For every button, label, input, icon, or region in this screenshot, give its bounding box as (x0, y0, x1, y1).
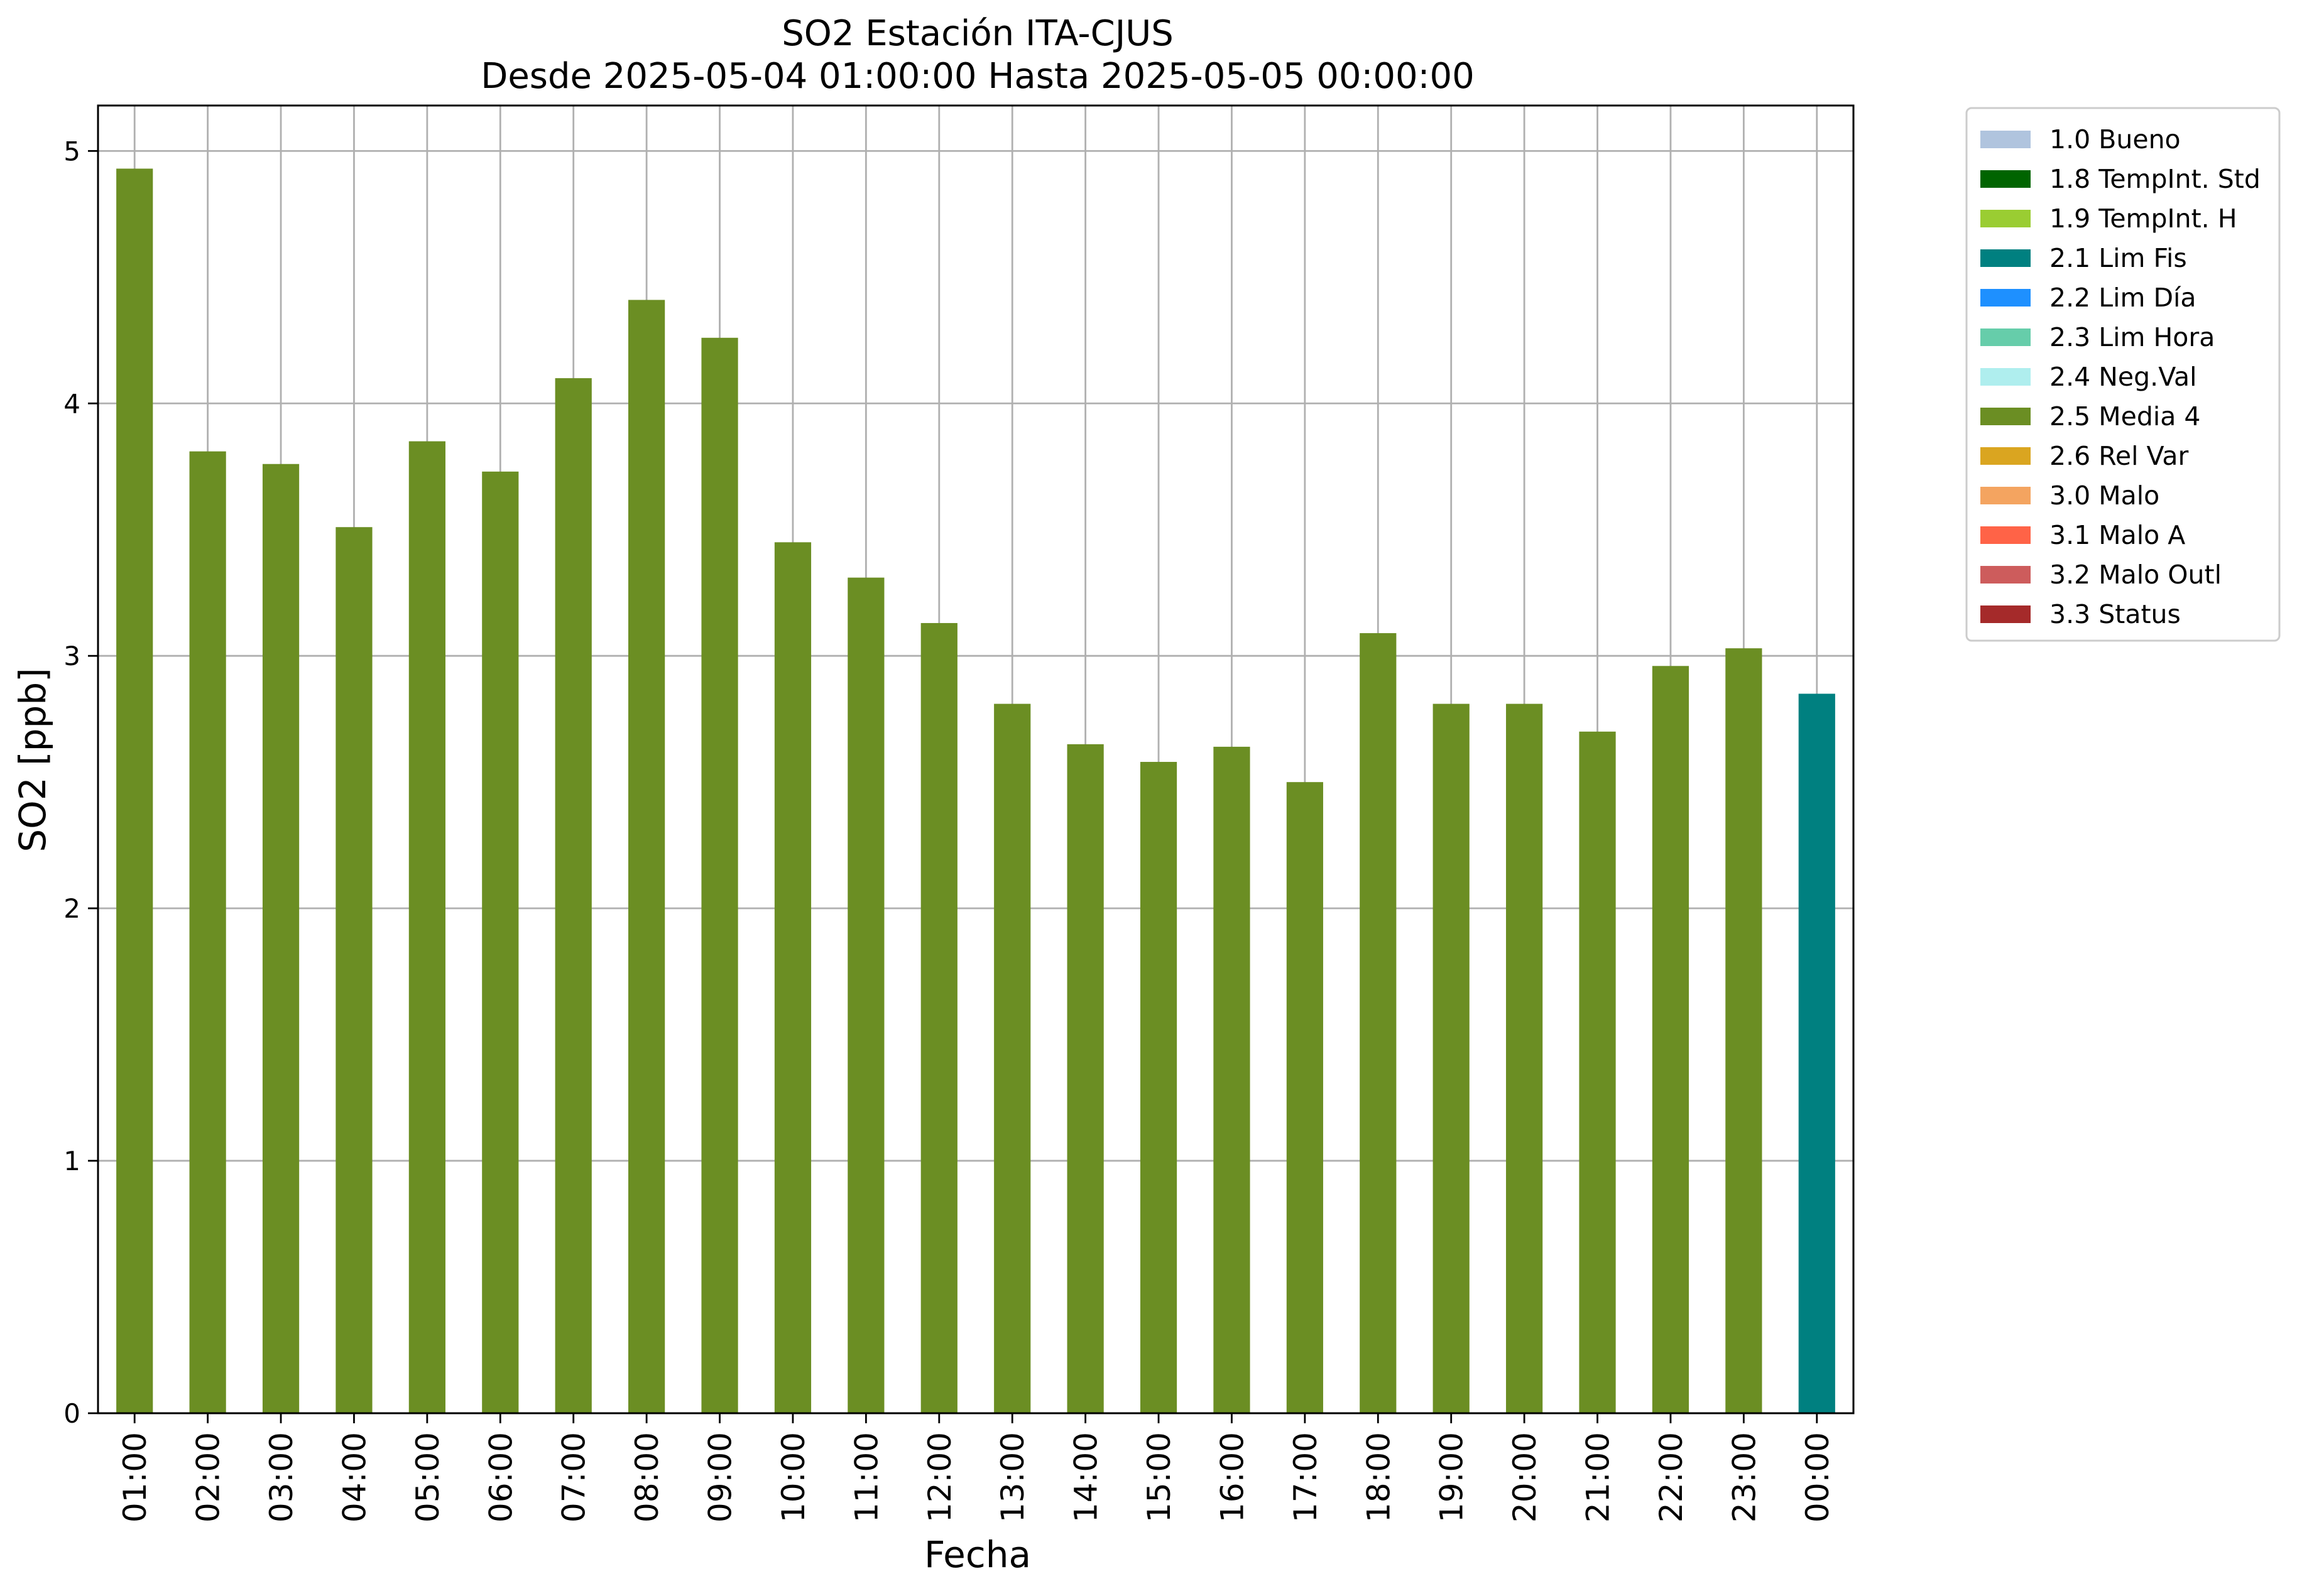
bar-0700 (555, 378, 592, 1413)
legend-swatch (1980, 605, 2031, 623)
x-tick-label: 15:00 (1141, 1432, 1177, 1523)
x-tick-label: 10:00 (775, 1432, 812, 1523)
plot-frame (97, 104, 1855, 1414)
bars (116, 168, 1835, 1414)
legend: 1.0 Bueno 1.8 TempInt. Std 1.9 TempInt. H 2… (1965, 107, 2281, 642)
legend-label: 3.0 Malo (2049, 480, 2159, 511)
bar-1800 (1360, 633, 1397, 1414)
legend-swatch (1980, 447, 2031, 465)
legend-label: 1.9 TempInt. H (2049, 204, 2237, 234)
bar-1900 (1432, 703, 1470, 1413)
x-axis-label: Fecha (924, 1533, 1031, 1576)
chart-title: SO2 Estación ITA-CJUS (782, 13, 1174, 54)
legend-label: 2.5 Media 4 (2049, 401, 2201, 432)
legend-swatch (1980, 249, 2031, 267)
bar-0300 (262, 464, 300, 1413)
legend-label: 2.2 Lim Día (2049, 283, 2196, 313)
x-tick-label: 11:00 (848, 1432, 885, 1523)
x-tick-label: 20:00 (1507, 1432, 1543, 1523)
x-tick-label: 03:00 (263, 1432, 300, 1523)
bar-0100 (116, 168, 153, 1413)
x-tick-label: 09:00 (702, 1432, 739, 1523)
x-tick-label: 23:00 (1726, 1432, 1762, 1523)
legend-label: 2.3 Lim Hora (2049, 322, 2215, 352)
legend-swatch (1980, 289, 2031, 307)
x-tick-label: 21:00 (1580, 1432, 1617, 1523)
x-tick-label: 01:00 (117, 1432, 153, 1523)
bar-2100 (1579, 731, 1616, 1413)
x-tick-label: 04:00 (336, 1432, 373, 1523)
bar-0200 (189, 451, 226, 1413)
bar-0800 (628, 300, 665, 1414)
legend-label: 3.2 Malo Outl (2049, 560, 2222, 590)
bar-1400 (1067, 744, 1104, 1413)
x-tick-label: 13:00 (995, 1432, 1031, 1523)
x-tick-label: 17:00 (1287, 1432, 1324, 1523)
y-tick-label: 4 (63, 388, 80, 419)
x-tick-label: 02:00 (190, 1432, 227, 1523)
x-tick-label: 12:00 (922, 1432, 958, 1523)
bar-1200 (920, 622, 958, 1413)
x-tick-label: 00:00 (1799, 1432, 1836, 1523)
y-tick-label: 3 (63, 641, 80, 671)
x-tick-label: 19:00 (1434, 1432, 1470, 1523)
legend-label: 3.3 Status (2049, 599, 2181, 629)
y-tick-label: 5 (63, 136, 80, 166)
x-tick-label: 18:00 (1360, 1432, 1397, 1523)
bar-1100 (848, 577, 885, 1413)
legend-swatch (1980, 487, 2031, 504)
x-tick-label: 08:00 (629, 1432, 665, 1523)
y-tick-label: 0 (63, 1398, 80, 1429)
legend-swatch (1980, 368, 2031, 386)
bar-2300 (1725, 648, 1762, 1413)
legend-label: 2.4 Neg.Val (2049, 362, 2197, 392)
legend-box (1965, 107, 2281, 642)
bar-0500 (408, 441, 445, 1413)
y-axis-label: SO2 [ppb] (11, 668, 54, 852)
bar-1700 (1286, 782, 1323, 1413)
x-tick-label: 07:00 (556, 1432, 592, 1523)
legend-swatch (1980, 170, 2031, 188)
y-tick-label: 1 (63, 1146, 80, 1176)
legend-swatch (1980, 566, 2031, 584)
legend-swatch (1980, 408, 2031, 425)
bar-1600 (1213, 746, 1250, 1413)
x-tick-label: 14:00 (1068, 1432, 1105, 1523)
x-tick-label: 22:00 (1653, 1432, 1689, 1523)
bar-0900 (701, 337, 738, 1413)
x-tick-label: 16:00 (1214, 1432, 1250, 1523)
bar-1300 (994, 703, 1031, 1413)
legend-label: 1.0 Bueno (2049, 124, 2181, 155)
legend-swatch (1980, 526, 2031, 544)
legend-label: 2.6 Rel Var (2049, 441, 2189, 471)
x-tick-label: 06:00 (483, 1432, 519, 1523)
legend-label: 3.1 Malo A (2049, 520, 2185, 550)
bar-0000 (1798, 693, 1835, 1413)
bar-2200 (1652, 666, 1689, 1413)
legend-label: 1.8 TempInt. Std (2049, 164, 2261, 194)
bar-0400 (336, 527, 373, 1414)
legend-swatch (1980, 210, 2031, 227)
y-tick-label: 2 (63, 893, 80, 924)
chart-subtitle: Desde 2025-05-04 01:00:00 Hasta 2025-05-… (481, 56, 1475, 97)
axis-ticks: 0 1 2 3 4 5 01:00 02:00 03:00 04:00 05:00 06:00 07:0… (63, 136, 1836, 1523)
legend-swatch (1980, 131, 2031, 148)
bar-2000 (1506, 703, 1543, 1413)
x-tick-label: 05:00 (410, 1432, 446, 1523)
bar-1000 (774, 542, 812, 1413)
legend-swatch (1980, 328, 2031, 346)
legend-label: 2.1 Lim Fis (2049, 243, 2187, 273)
bar-1500 (1140, 762, 1177, 1413)
bar-0600 (482, 471, 519, 1413)
